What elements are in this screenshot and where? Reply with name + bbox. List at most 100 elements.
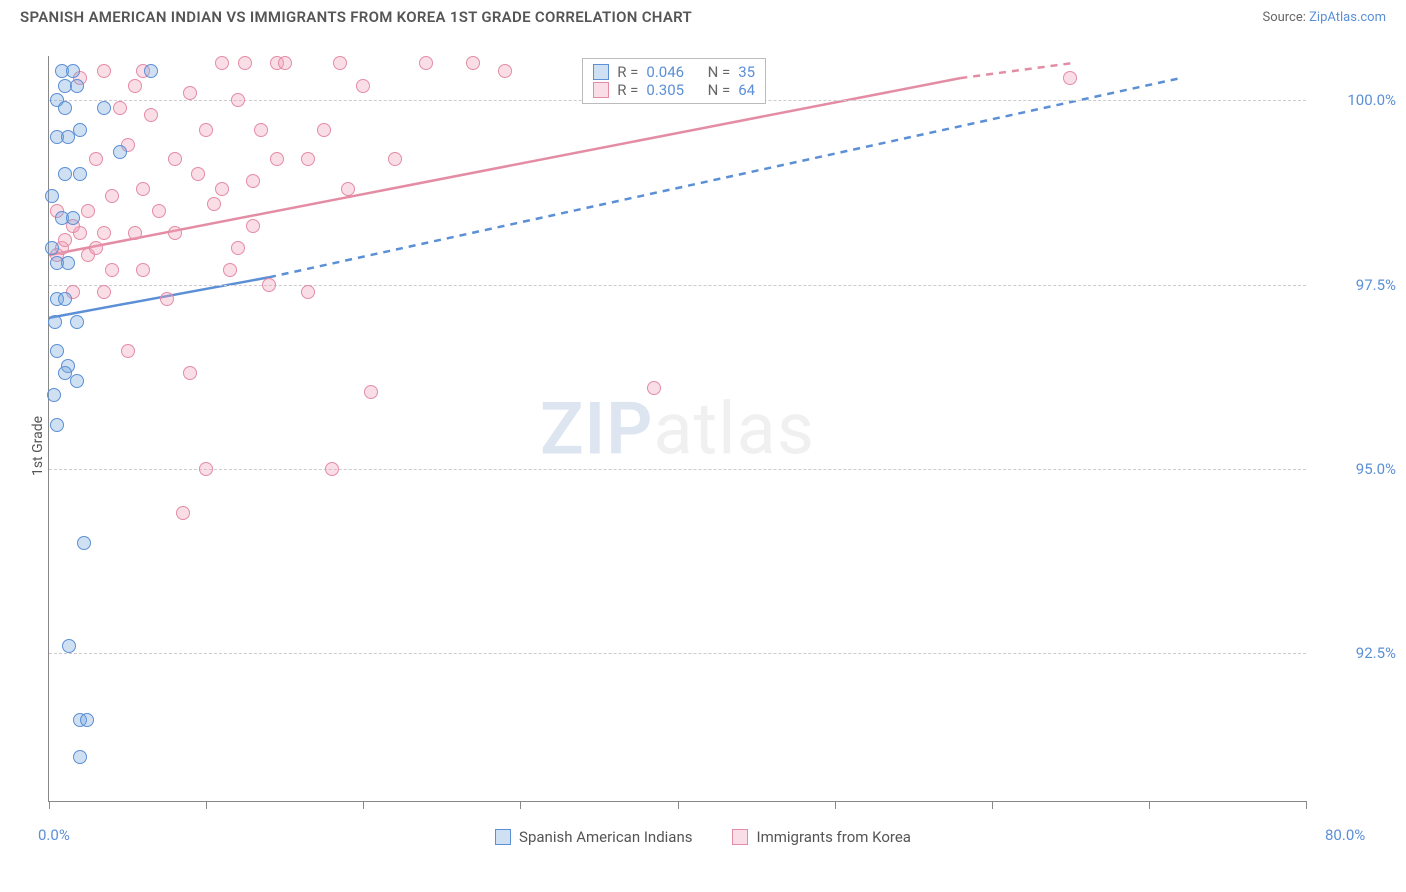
blue-marker xyxy=(58,167,72,181)
pink-marker xyxy=(301,152,315,166)
gridline xyxy=(49,653,1306,654)
blue-marker xyxy=(70,79,84,93)
pink-marker xyxy=(58,233,72,247)
pink-marker xyxy=(215,182,229,196)
legend-item-pink: Immigrants from Korea xyxy=(732,828,910,846)
x-tick-label: 80.0% xyxy=(1325,826,1365,844)
blue-marker xyxy=(58,101,72,115)
x-tick xyxy=(206,801,207,809)
pink-marker xyxy=(97,64,111,78)
blue-marker xyxy=(70,315,84,329)
blue-marker xyxy=(66,211,80,225)
pink-marker xyxy=(128,79,142,93)
pink-marker xyxy=(215,56,229,70)
x-tick xyxy=(363,801,364,809)
pink-marker xyxy=(168,226,182,240)
pink-marker xyxy=(81,204,95,218)
pink-marker xyxy=(136,182,150,196)
blue-marker xyxy=(113,145,127,159)
pink-marker xyxy=(168,152,182,166)
pink-marker xyxy=(199,123,213,137)
x-tick xyxy=(992,801,993,809)
legend-swatch-blue xyxy=(495,829,511,845)
y-tick-label: 95.0% xyxy=(1356,460,1396,478)
pink-marker xyxy=(254,123,268,137)
source-link[interactable]: ZipAtlas.com xyxy=(1309,10,1386,25)
pink-marker xyxy=(301,285,315,299)
pink-marker xyxy=(325,462,339,476)
blue-marker xyxy=(61,130,75,144)
gridline xyxy=(49,285,1306,286)
blue-marker xyxy=(70,374,84,388)
pink-marker xyxy=(191,167,205,181)
pink-marker xyxy=(121,344,135,358)
legend-swatch-pink xyxy=(732,829,748,845)
blue-marker xyxy=(61,256,75,270)
watermark: ZIPatlas xyxy=(540,386,815,471)
x-tick xyxy=(49,801,50,809)
blue-marker xyxy=(45,189,59,203)
x-tick xyxy=(835,801,836,809)
pink-marker xyxy=(364,385,378,399)
blue-marker xyxy=(58,292,72,306)
pink-marker xyxy=(231,93,245,107)
blue-marker xyxy=(62,639,76,653)
pink-marker xyxy=(97,226,111,240)
pink-marker xyxy=(113,101,127,115)
x-tick xyxy=(678,801,679,809)
pink-marker xyxy=(176,506,190,520)
source-label: Source: ZipAtlas.com xyxy=(1262,10,1386,25)
pink-marker xyxy=(317,123,331,137)
stats-legend: R =0.046 N =35 R =0.305 N =64 xyxy=(582,58,766,104)
pink-marker xyxy=(341,182,355,196)
pink-marker xyxy=(199,462,213,476)
blue-marker xyxy=(45,241,59,255)
chart-plot-area: ZIPatlas xyxy=(48,56,1306,802)
blue-marker xyxy=(73,750,87,764)
pink-marker xyxy=(246,174,260,188)
pink-marker xyxy=(152,204,166,218)
pink-marker xyxy=(89,241,103,255)
pink-marker xyxy=(183,86,197,100)
pink-marker xyxy=(333,56,347,70)
pink-marker xyxy=(105,263,119,277)
x-tick xyxy=(1306,801,1307,809)
x-tick xyxy=(520,801,521,809)
pink-marker xyxy=(128,226,142,240)
blue-marker xyxy=(77,536,91,550)
blue-marker xyxy=(50,344,64,358)
y-axis-label: 1st Grade xyxy=(30,416,46,476)
pink-marker xyxy=(278,56,292,70)
legend-item-blue: Spanish American Indians xyxy=(495,828,692,846)
pink-marker xyxy=(388,152,402,166)
x-tick xyxy=(1149,801,1150,809)
bottom-legend: Spanish American Indians Immigrants from… xyxy=(0,828,1406,846)
pink-marker xyxy=(207,197,221,211)
pink-marker xyxy=(183,366,197,380)
blue-marker xyxy=(80,713,94,727)
blue-marker xyxy=(47,388,61,402)
pink-marker xyxy=(238,56,252,70)
blue-marker xyxy=(144,64,158,78)
pink-marker xyxy=(223,263,237,277)
pink-marker xyxy=(466,56,480,70)
blue-marker xyxy=(48,315,62,329)
pink-marker xyxy=(97,285,111,299)
blue-marker xyxy=(50,418,64,432)
blue-marker xyxy=(73,123,87,137)
pink-marker xyxy=(498,64,512,78)
chart-title: SPANISH AMERICAN INDIAN VS IMMIGRANTS FR… xyxy=(20,8,692,26)
trend-lines-layer xyxy=(49,56,1306,801)
pink-marker xyxy=(89,152,103,166)
pink-marker xyxy=(262,278,276,292)
pink-marker xyxy=(356,79,370,93)
blue-marker xyxy=(73,167,87,181)
x-tick-label: 0.0% xyxy=(38,826,70,844)
pink-marker xyxy=(419,56,433,70)
y-tick-label: 97.5% xyxy=(1356,276,1396,294)
blue-marker xyxy=(97,101,111,115)
pink-marker xyxy=(231,241,245,255)
pink-marker xyxy=(246,219,260,233)
pink-marker xyxy=(105,189,119,203)
y-tick-label: 100.0% xyxy=(1347,91,1396,109)
